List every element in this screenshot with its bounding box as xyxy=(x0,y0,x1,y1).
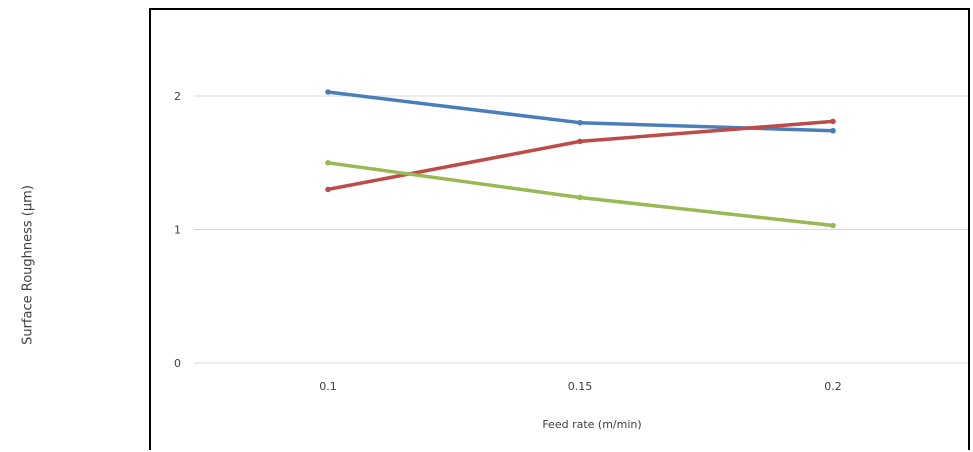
series-2-point xyxy=(577,138,583,145)
series-1-point xyxy=(830,127,836,134)
y-axis-title: Surface Roughness (µm) xyxy=(20,185,36,345)
series-3-point xyxy=(325,159,331,166)
series-3-line xyxy=(326,161,835,228)
series-2-point xyxy=(325,186,331,193)
y-tick-label: 0 xyxy=(174,357,181,370)
x-tick-label: 0.2 xyxy=(824,380,842,393)
chart-frame: 0 1 2 0.1 0.15 0.2 Feed rate (m/min) xyxy=(149,8,970,450)
series-3-point xyxy=(577,194,583,201)
x-tick-labels: 0.1 0.15 0.2 xyxy=(319,380,842,393)
series-2-point xyxy=(830,118,836,125)
gridlines xyxy=(194,95,968,364)
x-axis-title: Feed rate (m/min) xyxy=(542,418,641,431)
series-2-line xyxy=(326,119,835,192)
series-lines xyxy=(325,89,836,229)
y-tick-labels: 0 1 2 xyxy=(174,90,181,370)
series-1-point xyxy=(325,89,331,95)
series-1-point xyxy=(577,119,583,126)
x-tick-label: 0.15 xyxy=(568,380,593,393)
line-chart: 0 1 2 0.1 0.15 0.2 Feed rate (m/min) xyxy=(174,89,968,431)
series-3-point xyxy=(830,222,836,229)
x-tick-label: 0.1 xyxy=(319,380,337,393)
y-tick-label: 2 xyxy=(174,90,181,103)
y-tick-label: 1 xyxy=(174,224,181,237)
